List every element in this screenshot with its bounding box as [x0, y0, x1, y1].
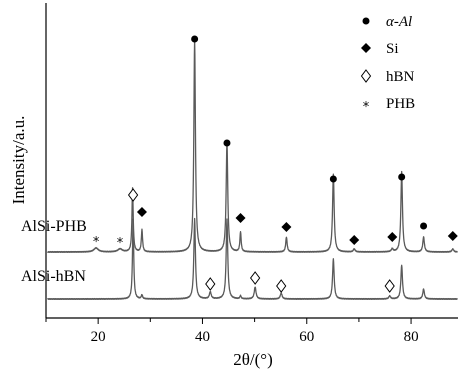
marker-si-icon [349, 235, 360, 245]
marker-hbn-icon [205, 277, 216, 291]
legend-label-alpha-al: α-Al [386, 14, 412, 30]
marker-hbn-icon [250, 271, 261, 285]
marker-si-icon [387, 232, 398, 242]
legend-item-hbn: hBN [360, 69, 415, 85]
legend-item-alpha-al: α-Al [362, 14, 412, 30]
phase-markers: * * [93, 35, 458, 293]
marker-hbn-icon [384, 279, 395, 293]
marker-alpha-al-icon [223, 139, 231, 147]
marker-si-icon [235, 213, 246, 223]
series-label-alsi-phb: AlSi-PHB [21, 218, 87, 235]
marker-alpha-al-icon [329, 175, 337, 183]
y-axis-title: Intensity/a.u. [9, 116, 28, 205]
legend-marker-phb-icon: * [363, 100, 370, 115]
x-axis-ticks: 20 40 60 80 [45, 318, 419, 345]
marker-alpha-al-icon [398, 173, 406, 181]
legend-label-hbn: hBN [386, 69, 415, 85]
x-axis-title: 2θ/(°) [233, 350, 273, 369]
legend-marker-si-icon [361, 43, 371, 53]
legend-marker-alpha-al-icon [362, 17, 370, 25]
marker-alpha-al-icon [191, 35, 199, 43]
x-tick-label: 60 [299, 329, 314, 345]
series-alsi-hbn-line [46, 217, 458, 300]
x-tick-label: 40 [195, 329, 210, 345]
x-tick-label: 20 [91, 329, 106, 345]
legend-label-phb: PHB [386, 96, 415, 112]
legend: α-Al Si hBN * PHB [360, 14, 415, 115]
marker-si-icon [281, 222, 292, 232]
legend-label-si: Si [386, 41, 399, 57]
marker-alpha-al-icon [420, 222, 428, 230]
marker-phb-icon: * [93, 235, 100, 250]
legend-item-si: Si [361, 41, 399, 57]
legend-marker-hbn-icon [360, 69, 372, 83]
legend-item-phb: * PHB [363, 96, 415, 115]
marker-phb-icon: * [117, 236, 124, 251]
marker-si-icon [136, 207, 147, 217]
marker-si-icon [447, 231, 458, 241]
series-alsi-phb-line [46, 39, 458, 253]
series-label-alsi-hbn: AlSi-hBN [21, 268, 86, 285]
x-tick-label: 80 [404, 329, 419, 345]
marker-hbn-icon [276, 279, 287, 293]
marker-hbn-icon [127, 188, 139, 202]
